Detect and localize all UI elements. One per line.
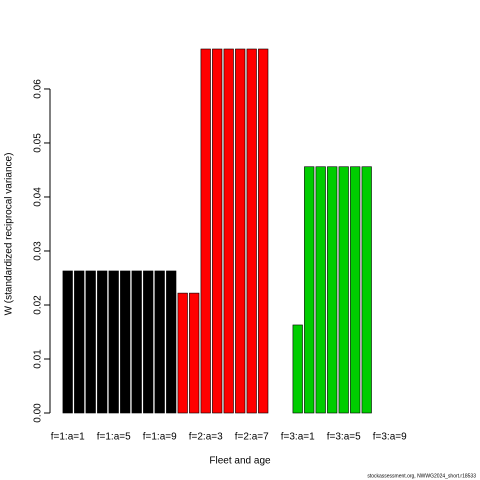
y-axis-label: W (standardized reciprocal variance) (4, 153, 15, 316)
y-tick-label: 0.01 (33, 349, 44, 369)
bar (74, 270, 85, 414)
bar (85, 270, 96, 414)
bar (361, 166, 372, 414)
y-tick-label: 0.05 (33, 133, 44, 153)
bar (304, 166, 315, 414)
footnote: stockassessment.org, NWWG2024_short.r185… (367, 473, 476, 479)
bar (223, 48, 234, 414)
y-tick-label: 0.03 (33, 241, 44, 261)
y-tick-label: 0.04 (33, 187, 44, 207)
bar (131, 270, 142, 414)
x-tick-label: f=2:a=3 (189, 432, 223, 443)
bar (120, 270, 131, 414)
bar (108, 270, 119, 414)
bar (154, 270, 165, 414)
bar (189, 292, 200, 414)
bar (327, 166, 338, 414)
x-tick-label: f=2:a=7 (235, 432, 269, 443)
bar (338, 166, 349, 414)
y-tick-label: 0.06 (33, 79, 44, 99)
bar (62, 270, 73, 414)
bar (143, 270, 154, 414)
bar (292, 324, 303, 414)
x-tick-label: f=3:a=9 (373, 432, 407, 443)
bar (212, 48, 223, 414)
x-tick-label: f=1:a=9 (143, 432, 177, 443)
bar (315, 166, 326, 414)
bar (246, 48, 257, 414)
bar (235, 48, 246, 414)
x-tick-label: f=1:a=1 (51, 432, 85, 443)
bar (166, 270, 177, 414)
bar (200, 48, 211, 414)
y-tick-label: 0.02 (33, 295, 44, 315)
x-tick-label: f=1:a=5 (97, 432, 131, 443)
bar (177, 292, 188, 414)
x-tick-label: f=3:a=5 (327, 432, 361, 443)
bar (258, 48, 269, 414)
y-tick-label: 0.00 (33, 403, 44, 423)
bar (97, 270, 108, 414)
x-axis-label: Fleet and age (209, 456, 271, 467)
x-tick-label: f=3:a=1 (281, 432, 315, 443)
bar (350, 166, 361, 414)
